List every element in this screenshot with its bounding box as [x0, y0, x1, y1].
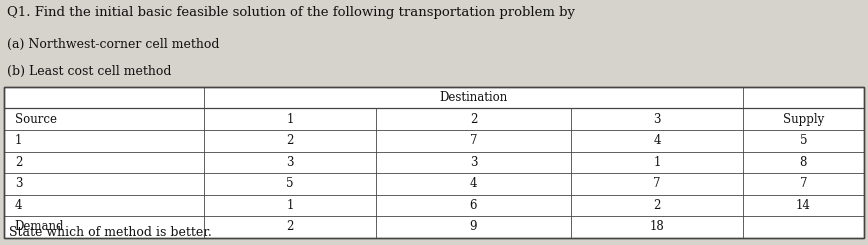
Text: 7: 7: [799, 177, 807, 190]
Text: 6: 6: [470, 199, 477, 212]
Text: 4: 4: [470, 177, 477, 190]
Text: State which of method is better.: State which of method is better.: [9, 226, 212, 239]
Bar: [4, 87, 864, 238]
Text: Q1. Find the initial basic feasible solution of the following transportation pro: Q1. Find the initial basic feasible solu…: [7, 6, 575, 19]
Bar: [4, 87, 864, 238]
Text: 8: 8: [799, 156, 807, 169]
Text: Source: Source: [15, 113, 56, 126]
Text: (a) Northwest-corner cell method: (a) Northwest-corner cell method: [7, 38, 220, 51]
Text: 1: 1: [286, 113, 293, 126]
Text: 1: 1: [15, 134, 22, 147]
Text: 2: 2: [15, 156, 22, 169]
Text: 1: 1: [286, 199, 293, 212]
Text: 5: 5: [799, 134, 807, 147]
Text: 3: 3: [470, 156, 477, 169]
Text: (b) Least cost cell method: (b) Least cost cell method: [7, 65, 172, 78]
Text: 4: 4: [15, 199, 23, 212]
Text: 3: 3: [286, 156, 293, 169]
Text: 7: 7: [654, 177, 661, 190]
Text: 18: 18: [649, 220, 664, 233]
Text: Supply: Supply: [783, 113, 824, 126]
Text: 3: 3: [15, 177, 23, 190]
Text: 4: 4: [654, 134, 661, 147]
Text: 1: 1: [654, 156, 661, 169]
Text: 5: 5: [286, 177, 293, 190]
Text: 2: 2: [286, 134, 293, 147]
Text: 7: 7: [470, 134, 477, 147]
Text: 3: 3: [654, 113, 661, 126]
Text: 14: 14: [796, 199, 811, 212]
Text: 2: 2: [286, 220, 293, 233]
Text: Demand: Demand: [15, 220, 64, 233]
Text: 9: 9: [470, 220, 477, 233]
Text: 2: 2: [470, 113, 477, 126]
Text: Destination: Destination: [439, 91, 508, 104]
Text: 2: 2: [654, 199, 661, 212]
